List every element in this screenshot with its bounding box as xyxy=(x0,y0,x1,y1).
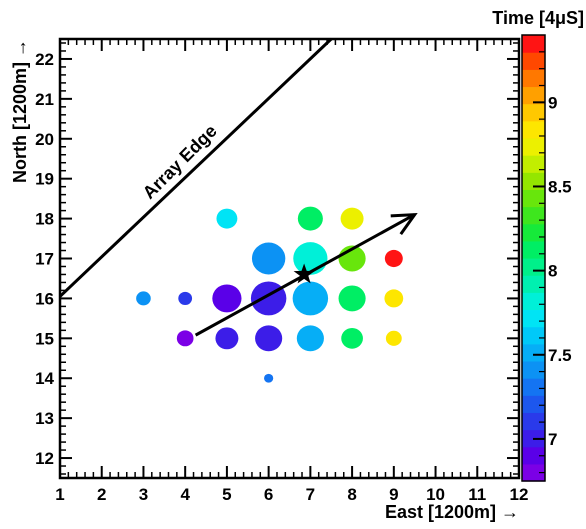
colorbar-segment xyxy=(522,155,545,173)
y-tick-label: 22 xyxy=(35,50,54,69)
detector-bubble xyxy=(136,291,151,306)
direction-arrow-head xyxy=(390,212,418,236)
detector-bubble xyxy=(338,285,366,312)
detector-bubble xyxy=(384,249,403,268)
colorbar-segment xyxy=(522,378,545,396)
colorbar-tick-label: 7.5 xyxy=(548,346,572,365)
detector-bubble xyxy=(296,325,324,352)
colorbar-segment xyxy=(522,412,545,431)
colorbar-segment xyxy=(522,206,545,225)
colorbar-segment xyxy=(522,69,545,88)
y-tick-label: 18 xyxy=(35,210,54,229)
colorbar-tick-label: 7 xyxy=(548,430,557,449)
y-tick-label: 16 xyxy=(35,289,54,308)
colorbar-segment xyxy=(522,395,545,413)
colorbar-segment xyxy=(522,275,545,293)
x-tick-label: 11 xyxy=(468,485,486,504)
y-tick-label: 17 xyxy=(35,250,54,269)
colorbar-segment xyxy=(522,446,545,465)
colorbar-segment xyxy=(522,309,545,328)
colorbar-segment xyxy=(522,120,545,139)
colorbar-tick-label: 8 xyxy=(548,262,557,281)
colorbar-segment xyxy=(522,326,545,345)
array-edge-line xyxy=(58,37,333,298)
colorbar-frame xyxy=(521,34,546,482)
x-tick-label: 10 xyxy=(426,485,445,504)
colorbar-segment xyxy=(522,258,545,276)
y-tick-label: 14 xyxy=(35,369,54,388)
detector-bubble xyxy=(216,208,238,229)
colorbar-segment xyxy=(522,86,545,105)
colorbar-segment xyxy=(522,52,545,70)
x-tick-label: 12 xyxy=(510,485,529,504)
y-tick-label: 20 xyxy=(35,130,54,149)
plot-frame xyxy=(58,37,521,480)
colorbar-segment xyxy=(522,103,545,122)
x-tick-label: 9 xyxy=(389,485,398,504)
y-tick-label: 12 xyxy=(35,449,54,468)
x-tick-label: 4 xyxy=(180,485,190,504)
colorbar-segment xyxy=(522,240,545,259)
y-axis-label: North [1200m] → xyxy=(10,39,30,183)
colorbar-title: Time [4μS] xyxy=(492,8,584,28)
overlay-layer xyxy=(58,37,418,337)
colorbar-segment xyxy=(522,189,545,208)
x-tick-label: 2 xyxy=(97,485,106,504)
detector-bubble xyxy=(340,207,364,230)
colorbar-segment xyxy=(522,343,545,362)
detector-bubble xyxy=(255,325,283,352)
colorbar-tick-label: 8.5 xyxy=(548,177,572,196)
detector-bubble xyxy=(264,373,274,383)
y-tick-label: 15 xyxy=(35,329,54,348)
y-tick-label: 13 xyxy=(35,409,54,428)
detector-bubble xyxy=(178,291,193,305)
x-tick-label: 8 xyxy=(347,485,356,504)
detector-bubble xyxy=(385,330,402,346)
colorbar-tick-label: 9 xyxy=(548,93,557,112)
detector-bubble xyxy=(384,289,404,308)
colorbar: 7 7.5 8 8.5 9 xyxy=(521,34,572,482)
x-tick-label: 5 xyxy=(222,485,231,504)
detector-bubble xyxy=(297,206,323,231)
y-tick-label: 19 xyxy=(35,170,54,189)
colorbar-segment xyxy=(522,292,545,311)
detector-bubble xyxy=(293,242,328,275)
colorbar-segment xyxy=(522,35,545,53)
detector-bubble xyxy=(341,327,363,349)
y-tick-label: 21 xyxy=(35,90,54,109)
detector-bubble xyxy=(251,242,286,275)
colorbar-segment xyxy=(522,223,545,242)
detector-bubble xyxy=(212,284,242,313)
colorbar-segment xyxy=(522,137,545,156)
x-tick-label: 3 xyxy=(139,485,148,504)
detector-bubble xyxy=(292,281,329,316)
detector-bubble xyxy=(215,327,239,350)
array-edge-label: Array Edge xyxy=(139,121,221,203)
x-axis-label: East [1200m] → xyxy=(385,502,519,522)
detector-bubble xyxy=(176,330,194,347)
colorbar-segment xyxy=(522,463,545,482)
x-tick-label: 6 xyxy=(264,485,273,504)
colorbar-segment xyxy=(522,360,545,379)
x-tick-label: 1 xyxy=(55,485,64,504)
x-tick-label: 7 xyxy=(306,485,315,504)
core-star-marker xyxy=(293,263,315,284)
